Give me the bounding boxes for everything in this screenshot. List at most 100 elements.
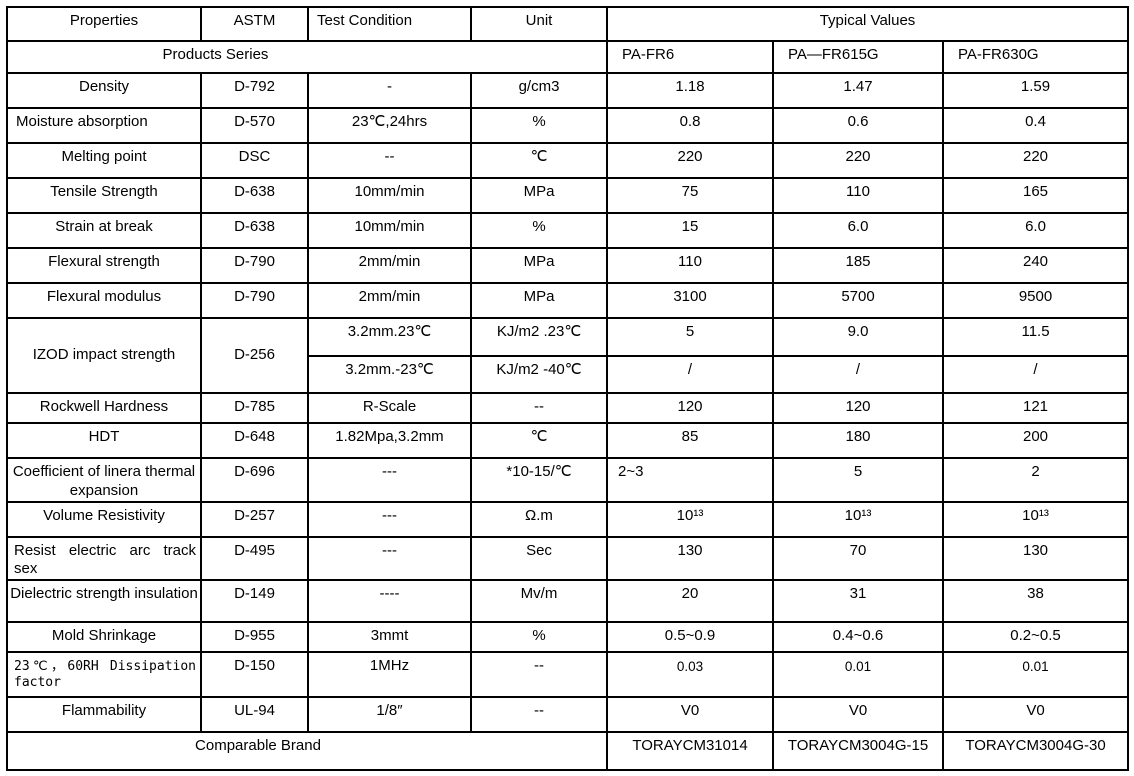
astm-cell: D-696 <box>200 457 309 503</box>
property-cell: Rockwell Hardness <box>6 392 202 424</box>
astm-cell: D-256 <box>200 317 309 394</box>
value-cell: 9500 <box>941 282 1130 319</box>
comparable-brand-label: Comparable Brand <box>6 731 608 771</box>
value-cell: 0.01 <box>941 651 1130 698</box>
property-cell: Strain at break <box>6 212 202 249</box>
row-moisture-absorption: Moisture absorption D-570 23℃,24hrs % 0.… <box>6 107 1130 144</box>
value-cell: 31 <box>772 579 944 623</box>
value-cell: 1.18 <box>606 72 774 109</box>
unit-cell: MPa <box>470 282 608 319</box>
product-name-pa-fr630g: PA-FR630G <box>941 40 1130 74</box>
value-cell: 0.5~0.9 <box>606 621 774 653</box>
unit-cell: % <box>470 212 608 249</box>
value-cell: 0.03 <box>606 651 774 698</box>
value-cell: / <box>941 355 1130 394</box>
col-header-properties: Properties <box>6 6 202 42</box>
row-density: Density D-792 - g/cm3 1.18 1.47 1.59 <box>6 72 1130 109</box>
test-condition-cell: --- <box>307 535 472 581</box>
row-flammability: Flammability UL-94 1/8″ -- V0 V0 V0 <box>6 696 1130 733</box>
value-cell: 0.2~0.5 <box>941 621 1130 653</box>
col-header-astm: ASTM <box>200 6 309 42</box>
value-cell: 110 <box>772 177 944 214</box>
test-condition-cell: --- <box>307 457 472 503</box>
property-cell: Flammability <box>6 696 202 733</box>
value-cell: 220 <box>772 142 944 179</box>
astm-cell: D-785 <box>200 392 309 424</box>
value-cell: 5 <box>606 317 774 357</box>
value-cell: V0 <box>606 696 774 733</box>
unit-cell: KJ/m2 .23℃ <box>470 317 608 357</box>
unit-cell: Sec <box>470 535 608 581</box>
row-melting-point: Melting point DSC -- ℃ 220 220 220 <box>6 142 1130 179</box>
unit-cell: Mv/m <box>470 579 608 623</box>
row-izod-impact-strength-low-temp: 3.2mm.-23℃ KJ/m2 -40℃ / / / <box>7 355 1130 394</box>
property-cell: Density <box>6 72 202 109</box>
value-cell: 0.4 <box>941 107 1130 144</box>
property-cell: HDT <box>6 422 202 459</box>
brand-cell: TORAYCM3004G-15 <box>772 731 944 771</box>
unit-cell: *10-15/℃ <box>470 457 608 503</box>
row-dissipation-factor: 23℃，60RH Dissipation factor D-150 1MHz -… <box>6 651 1130 698</box>
unit-cell: -- <box>470 392 608 424</box>
value-cell: 0.4~0.6 <box>772 621 944 653</box>
test-condition-cell: 2mm/min <box>307 247 472 284</box>
property-cell: Coefficient of linera thermal expansion <box>6 457 202 503</box>
property-cell: 23℃，60RH Dissipation factor <box>6 651 202 698</box>
value-cell: 38 <box>941 579 1130 623</box>
material-properties-table: Properties ASTM Test Condition Unit Typi… <box>6 6 1130 771</box>
test-condition-cell: 1MHz <box>307 651 472 698</box>
test-condition-cell: 2mm/min <box>307 282 472 319</box>
test-condition-cell: - <box>307 72 472 109</box>
astm-cell: D-150 <box>200 651 309 698</box>
products-series-label: Products Series <box>6 40 608 74</box>
astm-cell: D-790 <box>200 282 309 319</box>
row-dielectric-strength: Dielectric strength insulation D-149 ---… <box>6 579 1130 623</box>
value-cell: 220 <box>606 142 774 179</box>
unit-cell: Ω.m <box>470 500 608 538</box>
astm-cell: D-955 <box>200 621 309 653</box>
unit-cell: MPa <box>470 177 608 214</box>
unit-cell: -- <box>470 696 608 733</box>
value-cell: 0.6 <box>772 107 944 144</box>
row-hdt: HDT D-648 1.82Mpa,3.2mm ℃ 85 180 200 <box>6 422 1130 459</box>
value-cell: 10¹³ <box>606 500 774 538</box>
astm-cell: D-638 <box>200 177 309 214</box>
value-cell: 2~3 <box>606 457 774 503</box>
astm-cell: D-792 <box>200 72 309 109</box>
test-condition-cell: -- <box>307 142 472 179</box>
value-cell: 15 <box>606 212 774 249</box>
value-cell: 6.0 <box>772 212 944 249</box>
test-condition-cell: 1.82Mpa,3.2mm <box>307 422 472 459</box>
property-cell: Dielectric strength insulation <box>6 579 202 623</box>
unit-cell: % <box>470 621 608 653</box>
test-condition-cell: ---- <box>307 579 472 623</box>
value-cell: 1.47 <box>772 72 944 109</box>
value-cell: 10¹³ <box>772 500 944 538</box>
value-cell: 180 <box>772 422 944 459</box>
unit-cell: MPa <box>470 247 608 284</box>
test-condition-cell: 3mmt <box>307 621 472 653</box>
property-cell: Moisture absorption <box>6 107 202 144</box>
value-cell: 165 <box>941 177 1130 214</box>
test-condition-cell: 3.2mm.23℃ <box>307 317 472 357</box>
row-izod-impact-strength: IZOD impact strength D-256 3.2mm.23℃ KJ/… <box>6 317 1130 394</box>
value-cell: 110 <box>606 247 774 284</box>
astm-cell: D-648 <box>200 422 309 459</box>
row-flexural-strength: Flexural strength D-790 2mm/min MPa 110 … <box>6 247 1130 284</box>
value-cell: 121 <box>941 392 1130 424</box>
property-cell: Melting point <box>6 142 202 179</box>
value-cell: 85 <box>606 422 774 459</box>
row-volume-resistivity: Volume Resistivity D-257 --- Ω.m 10¹³ 10… <box>6 500 1130 538</box>
row-rockwell-hardness: Rockwell Hardness D-785 R-Scale -- 120 1… <box>6 392 1130 424</box>
astm-cell: UL-94 <box>200 696 309 733</box>
value-cell: 20 <box>606 579 774 623</box>
astm-cell: D-790 <box>200 247 309 284</box>
row-mold-shrinkage: Mold Shrinkage D-955 3mmt % 0.5~0.9 0.4~… <box>6 621 1130 653</box>
value-cell: 220 <box>941 142 1130 179</box>
unit-cell: ℃ <box>470 142 608 179</box>
col-header-unit: Unit <box>470 6 608 42</box>
property-cell: Flexural modulus <box>6 282 202 319</box>
value-cell: 0.01 <box>772 651 944 698</box>
value-cell: 130 <box>606 535 774 581</box>
